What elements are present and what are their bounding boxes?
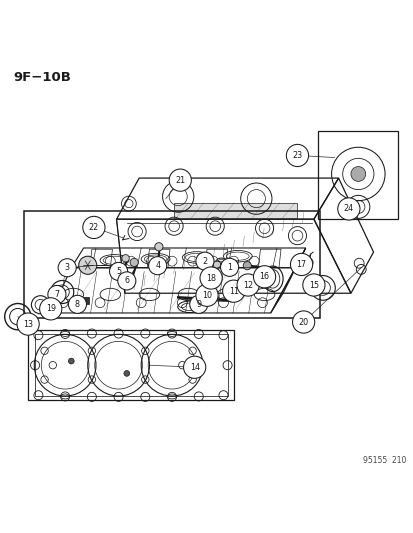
Circle shape [253, 265, 275, 288]
Circle shape [121, 255, 129, 262]
Circle shape [68, 295, 86, 313]
Text: 1: 1 [227, 263, 232, 272]
Text: 13: 13 [23, 320, 33, 328]
Circle shape [130, 259, 138, 266]
Circle shape [109, 262, 127, 280]
Text: 11: 11 [228, 287, 238, 296]
Bar [81, 297, 89, 304]
Text: 22: 22 [88, 223, 99, 232]
Circle shape [195, 252, 214, 270]
Text: 18: 18 [206, 273, 216, 282]
Text: 95155  210: 95155 210 [362, 456, 406, 465]
Circle shape [169, 169, 191, 191]
Text: 20: 20 [298, 318, 308, 327]
Circle shape [213, 261, 220, 268]
Circle shape [286, 144, 308, 167]
Text: 14: 14 [189, 363, 199, 372]
Circle shape [302, 274, 324, 296]
Circle shape [68, 358, 74, 364]
Circle shape [78, 256, 97, 274]
Circle shape [40, 298, 62, 320]
Text: 7: 7 [54, 290, 59, 299]
Text: 3: 3 [64, 263, 69, 272]
Text: 4: 4 [155, 261, 160, 270]
Circle shape [148, 256, 166, 274]
Circle shape [222, 280, 244, 302]
Text: 6: 6 [124, 277, 129, 285]
Circle shape [183, 356, 205, 378]
Circle shape [58, 259, 76, 277]
Circle shape [83, 216, 105, 239]
Text: 15: 15 [308, 280, 318, 289]
Circle shape [17, 313, 39, 335]
Text: 9F−10B: 9F−10B [14, 71, 71, 84]
Circle shape [237, 274, 259, 296]
Text: 19: 19 [45, 304, 56, 313]
Circle shape [189, 295, 207, 313]
Circle shape [117, 272, 135, 290]
Circle shape [292, 311, 314, 333]
Bar [317, 131, 397, 219]
Text: 2: 2 [202, 257, 207, 265]
Text: 8: 8 [75, 300, 80, 309]
Text: 9: 9 [196, 300, 201, 309]
Text: 24: 24 [343, 205, 353, 213]
Circle shape [154, 243, 163, 251]
Circle shape [199, 267, 222, 289]
Circle shape [220, 259, 238, 277]
Text: 10: 10 [202, 291, 211, 300]
Circle shape [337, 198, 359, 220]
Text: 5: 5 [116, 267, 121, 276]
Circle shape [48, 285, 66, 303]
Circle shape [290, 253, 312, 276]
Circle shape [240, 280, 248, 287]
Text: 12: 12 [242, 280, 253, 289]
Circle shape [123, 370, 129, 376]
Text: 16: 16 [259, 272, 269, 281]
Text: 23: 23 [292, 151, 302, 160]
Polygon shape [174, 203, 297, 218]
Circle shape [242, 262, 251, 270]
Circle shape [195, 284, 218, 306]
Bar [24, 211, 319, 318]
Text: 17: 17 [296, 260, 306, 269]
Circle shape [350, 167, 365, 181]
Text: 21: 21 [175, 176, 185, 184]
